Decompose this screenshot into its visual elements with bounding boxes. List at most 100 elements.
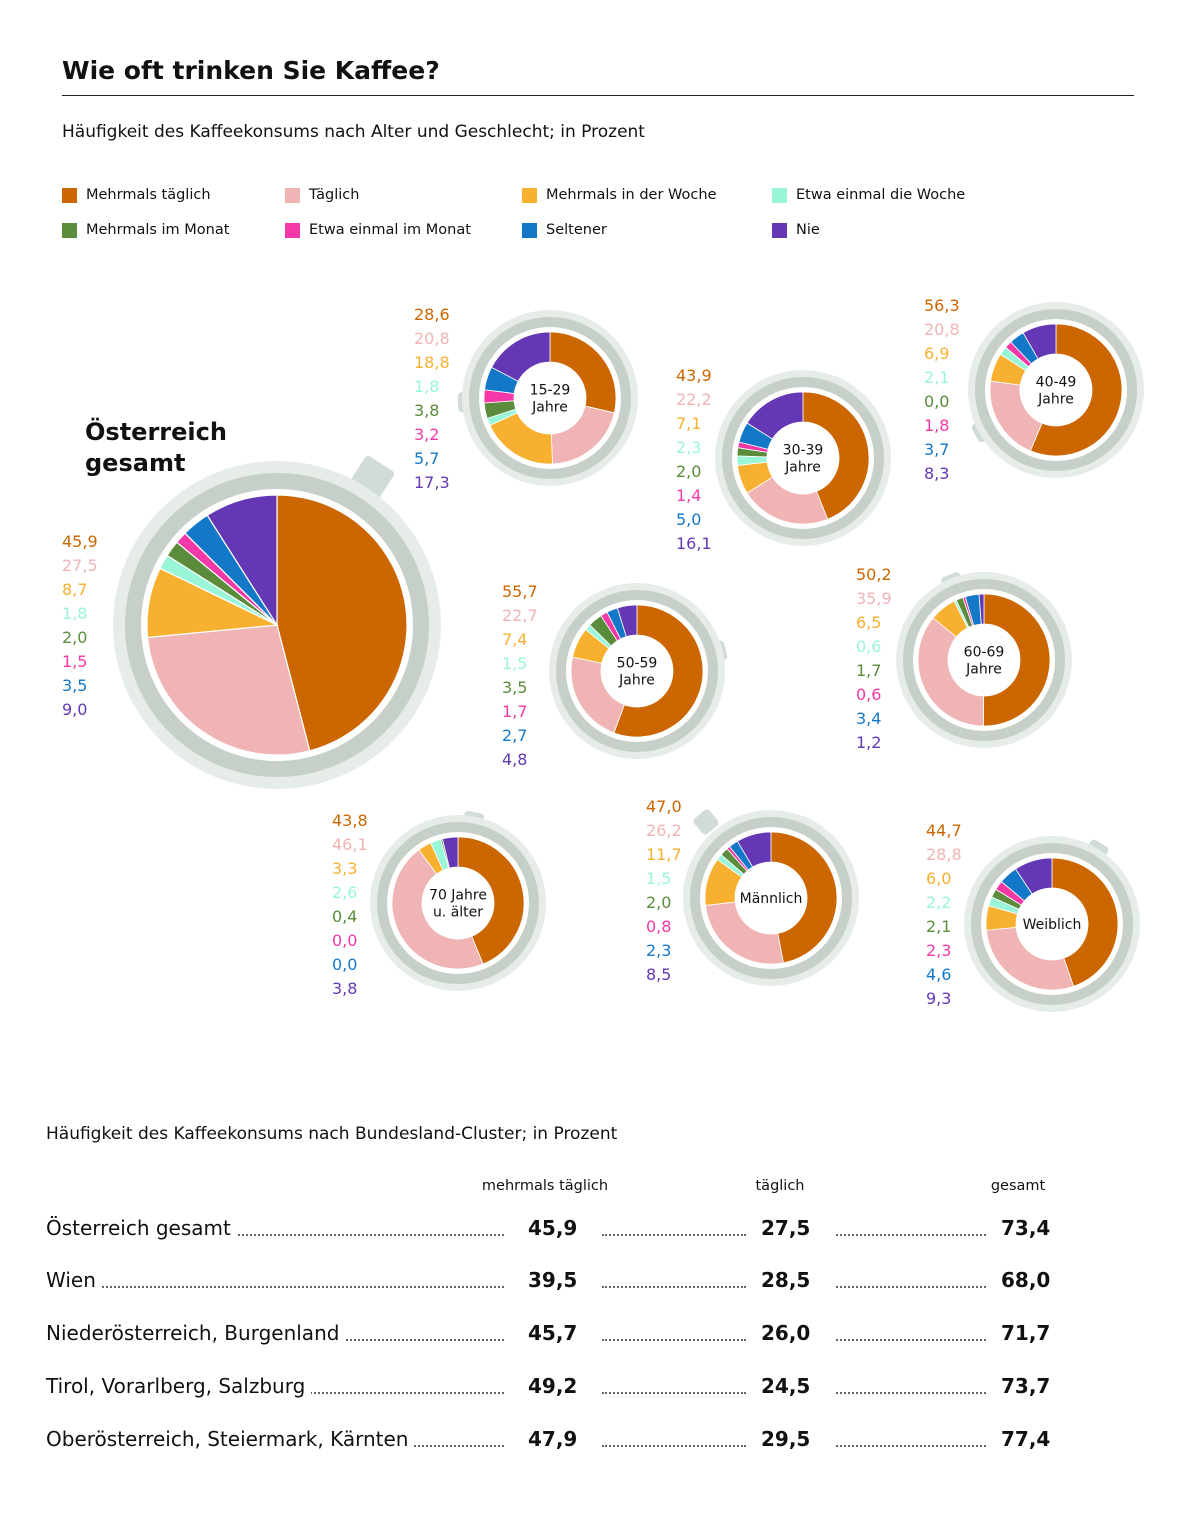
- legend-item: Mehrmals täglich: [62, 187, 211, 203]
- chart-center-title: Weiblich: [1023, 917, 1082, 933]
- pie-slice: [736, 831, 772, 868]
- data-label: 56,3: [924, 296, 960, 315]
- pie-slice: [441, 836, 459, 869]
- table-row: Wien 39,5 28,5 68,0: [46, 1268, 1106, 1298]
- data-label: 45,9: [62, 532, 98, 551]
- legend-swatch: [62, 222, 77, 238]
- data-label: 44,7: [926, 821, 962, 840]
- total-chart-title-line2: gesamt: [85, 449, 186, 477]
- data-label: 6,0: [926, 869, 952, 888]
- legend-item: Mehrmals in der Woche: [522, 187, 717, 203]
- value-label-stack: 44,7 28,8 6,0 2,2 2,1 2,3 4,6 9,3: [926, 819, 962, 1011]
- pie-slice: [457, 836, 525, 965]
- data-label: 8,7: [62, 580, 88, 599]
- data-label: 6,9: [924, 344, 950, 363]
- row-value: 47,9: [528, 1427, 578, 1451]
- legend-label: Mehrmals im Monat: [86, 222, 230, 238]
- legend-label: Täglich: [309, 187, 360, 203]
- data-label: 3,8: [332, 979, 358, 998]
- row-value: 26,0: [761, 1321, 811, 1345]
- leader-dots: [602, 1392, 746, 1394]
- row-name: Wien: [46, 1268, 102, 1292]
- data-label: 43,8: [332, 811, 368, 830]
- row-value: 28,5: [761, 1268, 811, 1292]
- data-label: 5,7: [414, 449, 440, 468]
- pie-slice: [917, 617, 985, 727]
- data-label: 0,0: [924, 392, 950, 411]
- chart-center-title: 60-69: [964, 645, 1005, 661]
- leader-dots: [602, 1339, 746, 1341]
- pie-slice: [978, 593, 985, 625]
- table-row: Tirol, Vorarlberg, Salzburg 49,2 24,5 73,7: [46, 1374, 1106, 1404]
- leader-dots: [46, 1286, 504, 1288]
- legend-label: Nie: [796, 222, 820, 238]
- data-label: 22,7: [502, 606, 538, 625]
- data-label: 11,7: [646, 845, 682, 864]
- chart-center-title: Jahre: [618, 673, 655, 689]
- pie-slice: [746, 391, 804, 440]
- legend-item: Etwa einmal die Woche: [772, 187, 965, 203]
- row-value: 45,9: [528, 1216, 578, 1240]
- pie-slice: [1022, 323, 1057, 360]
- row-value: 24,5: [761, 1374, 811, 1398]
- data-label: 16,1: [676, 534, 712, 553]
- data-label: 17,3: [414, 473, 450, 492]
- leader-dots: [836, 1339, 986, 1341]
- data-label: 20,8: [924, 320, 960, 339]
- pie-slice: [1015, 857, 1053, 895]
- pie-slice: [704, 901, 784, 965]
- data-label: 46,1: [332, 835, 368, 854]
- leader-dots: [46, 1234, 504, 1236]
- data-label: 2,2: [926, 893, 952, 912]
- row-value: 71,7: [1001, 1321, 1051, 1345]
- data-label: 0,0: [332, 931, 358, 950]
- data-label: 2,0: [62, 628, 88, 647]
- legend-label: Etwa einmal die Woche: [796, 187, 966, 203]
- data-label: 27,5: [62, 556, 98, 575]
- legend-item: Täglich: [285, 187, 359, 203]
- chart-center-title: Jahre: [784, 460, 821, 476]
- row-value: 27,5: [761, 1216, 811, 1240]
- data-label: 0,6: [856, 685, 882, 704]
- data-label: 3,7: [924, 440, 950, 459]
- chart-center-title: Jahre: [965, 662, 1002, 678]
- pie-slice: [391, 849, 484, 970]
- legend-label: Seltener: [546, 222, 607, 238]
- legend-swatch: [522, 222, 537, 238]
- pie-slice: [616, 604, 638, 638]
- row-name: Oberösterreich, Steiermark, Kärnten: [46, 1427, 415, 1451]
- data-label: 50,2: [856, 565, 892, 584]
- leader-dots: [836, 1392, 986, 1394]
- col-head-mehrmals: mehrmals täglich: [481, 1178, 609, 1194]
- data-label: 2,6: [332, 883, 358, 902]
- data-label: 0,0: [332, 955, 358, 974]
- data-label: 3,4: [856, 709, 882, 728]
- data-label: 3,8: [414, 401, 440, 420]
- data-label: 0,4: [332, 907, 358, 926]
- legend-item: Nie: [772, 222, 820, 238]
- legend-item: Etwa einmal im Monat: [285, 222, 471, 238]
- legend-swatch: [285, 187, 300, 203]
- data-label: 1,2: [856, 733, 882, 752]
- data-label: 28,8: [926, 845, 962, 864]
- pie-slice: [276, 494, 408, 752]
- data-label: 2,1: [924, 368, 950, 387]
- legend-swatch: [772, 187, 787, 203]
- data-label: 0,8: [646, 917, 672, 936]
- row-value: 45,7: [528, 1321, 578, 1345]
- legend-swatch: [285, 222, 300, 238]
- chart-center-title: Jahre: [1037, 392, 1074, 408]
- legend-item: Mehrmals im Monat: [62, 222, 229, 238]
- data-label: 2,7: [502, 726, 528, 745]
- chart-center-title: 50-59: [617, 656, 658, 672]
- data-label: 2,3: [646, 941, 672, 960]
- data-label: 1,5: [62, 652, 88, 671]
- data-label: 3,2: [414, 425, 440, 444]
- data-label: 1,8: [924, 416, 950, 435]
- row-name: Tirol, Vorarlberg, Salzburg: [46, 1374, 312, 1398]
- legend-swatch: [772, 222, 787, 238]
- pie-slice: [613, 604, 704, 738]
- data-label: 5,0: [676, 510, 702, 529]
- data-label: 2,3: [676, 438, 702, 457]
- row-value: 73,4: [1001, 1216, 1051, 1240]
